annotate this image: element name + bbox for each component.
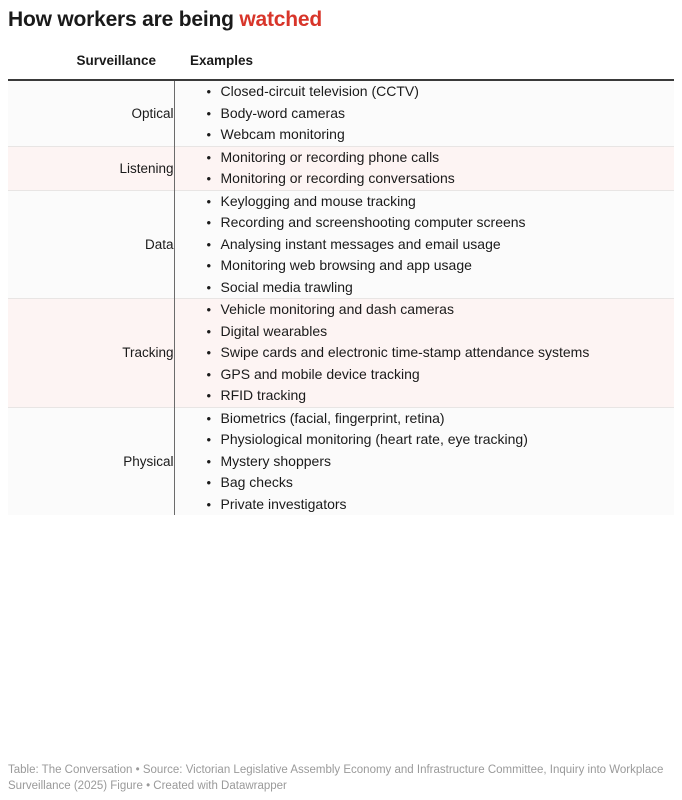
list-item: Digital wearables	[207, 321, 675, 343]
examples-list: Vehicle monitoring and dash camerasDigit…	[175, 299, 675, 407]
examples-cell: Closed-circuit television (CCTV)Body-wor…	[174, 80, 674, 146]
category-cell: Listening	[8, 145, 175, 190]
table-row: DataKeylogging and mouse trackingRecordi…	[8, 189, 675, 299]
category-cell: Data	[8, 189, 175, 299]
list-item: Bag checks	[207, 472, 675, 494]
examples-cell: Keylogging and mouse trackingRecording a…	[174, 189, 675, 299]
page-title-lead: How workers are being	[8, 8, 240, 31]
table-header-row: Surveillance Examples	[8, 53, 674, 81]
list-item: RFID tracking	[207, 385, 675, 407]
list-item: Closed-circuit television (CCTV)	[207, 81, 675, 103]
examples-list: Monitoring or recording phone callsMonit…	[175, 147, 675, 190]
list-item: Swipe cards and electronic time-stamp at…	[207, 342, 675, 364]
footer-note: Table: The Conversation • Source: Victor…	[8, 764, 664, 792]
table-head: Surveillance Examples	[8, 53, 674, 81]
list-item: GPS and mobile device tracking	[207, 364, 675, 386]
table-row: ListeningMonitoring or recording phone c…	[8, 145, 675, 190]
list-item: Body-word cameras	[207, 103, 675, 125]
examples-list: Closed-circuit television (CCTV)Body-wor…	[175, 81, 675, 146]
list-item: Webcam monitoring	[207, 124, 675, 146]
surveillance-table: Surveillance Examples OpticalClosed-circ…	[8, 53, 674, 515]
table-body: OpticalClosed-circuit television (CCTV)B…	[8, 80, 674, 515]
category-cell: Physical	[8, 406, 175, 515]
examples-list: Keylogging and mouse trackingRecording a…	[175, 191, 675, 299]
category-cell: Optical	[8, 80, 175, 146]
list-item: Recording and screenshooting computer sc…	[207, 212, 675, 234]
examples-cell: Monitoring or recording phone callsMonit…	[174, 145, 675, 190]
column-header-surveillance: Surveillance	[8, 53, 174, 81]
table-row: OpticalClosed-circuit television (CCTV)B…	[8, 80, 674, 146]
category-cell: Tracking	[8, 298, 175, 407]
examples-list: Biometrics (facial, fingerprint, retina)…	[175, 408, 675, 516]
table-row: PhysicalBiometrics (facial, fingerprint,…	[8, 406, 675, 516]
examples-cell: Vehicle monitoring and dash camerasDigit…	[174, 298, 675, 407]
list-item: Monitoring web browsing and app usage	[207, 255, 675, 277]
list-item: Monitoring or recording phone calls	[207, 147, 675, 169]
list-item: Mystery shoppers	[207, 451, 675, 473]
column-header-examples: Examples	[174, 53, 674, 81]
examples-cell: Biometrics (facial, fingerprint, retina)…	[174, 406, 675, 516]
list-item: Keylogging and mouse tracking	[207, 191, 675, 213]
list-item: Private investigators	[207, 494, 675, 516]
table-row: TrackingVehicle monitoring and dash came…	[8, 298, 675, 407]
page-title-accent: watched	[239, 8, 322, 31]
list-item: Monitoring or recording conversations	[207, 168, 675, 190]
list-item: Social media trawling	[207, 277, 675, 299]
list-item: Analysing instant messages and email usa…	[207, 234, 675, 256]
list-item: Vehicle monitoring and dash cameras	[207, 299, 675, 321]
page-title: How workers are being watched	[8, 0, 674, 33]
list-item: Biometrics (facial, fingerprint, retina)	[207, 408, 675, 430]
list-item: Physiological monitoring (heart rate, ey…	[207, 429, 675, 451]
